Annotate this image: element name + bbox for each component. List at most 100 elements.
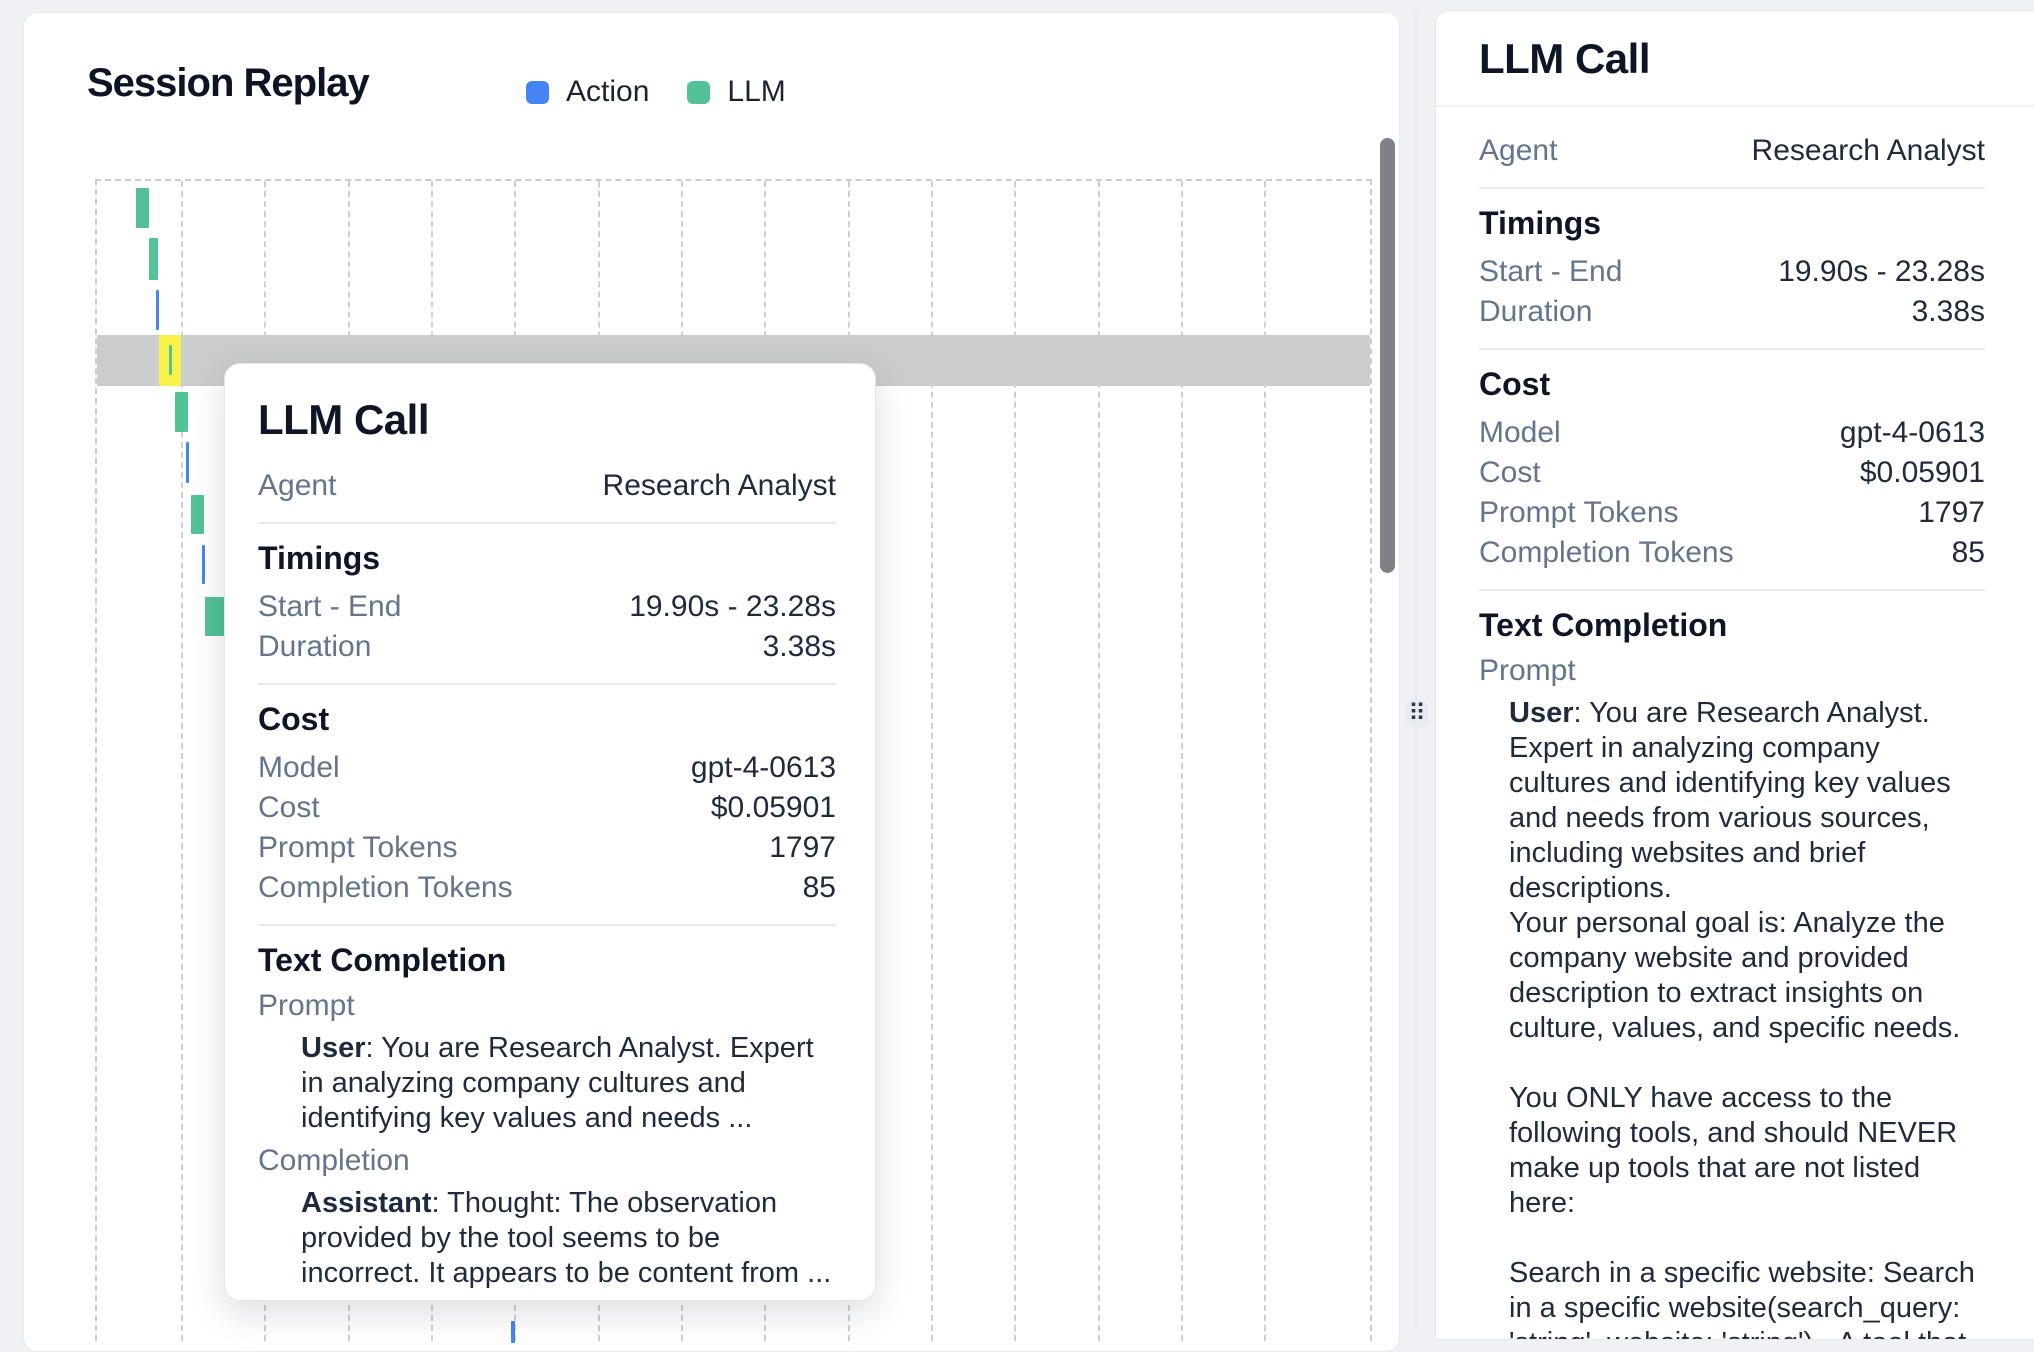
header-divider xyxy=(1436,105,2034,107)
start-end-value: 19.90s - 23.28s xyxy=(1778,255,1985,288)
start-end-row: Start - End 19.90s - 23.28s xyxy=(1479,252,1985,292)
gridline xyxy=(1014,181,1016,1341)
gridline xyxy=(1264,181,1266,1341)
prompt-body: : You are Research Analyst. Expert in an… xyxy=(1509,697,1975,1339)
prompt-preview-text: User: You are Research Analyst. Expert i… xyxy=(301,1031,836,1136)
prompt-tokens-label: Prompt Tokens xyxy=(1479,496,1679,529)
duration-value: 3.38s xyxy=(762,630,836,663)
start-end-label: Start - End xyxy=(258,590,402,623)
action-event-bar[interactable] xyxy=(186,442,189,483)
action-event-bar[interactable] xyxy=(156,290,159,330)
completion-role: Assistant xyxy=(301,1187,432,1219)
llm-event-bar[interactable] xyxy=(175,392,188,432)
prompt-tokens-value: 1797 xyxy=(1918,496,1985,529)
text-completion-heading: Text Completion xyxy=(258,942,507,978)
llm-call-tooltip: LLM Call Agent Research Analyst Timings … xyxy=(224,363,876,1301)
cost-label: Cost xyxy=(1479,456,1541,489)
gridline xyxy=(931,181,933,1341)
completion-tokens-value: 85 xyxy=(802,871,836,904)
cost-heading: Cost xyxy=(1479,366,1551,402)
prompt-tokens-row: Prompt Tokens 1797 xyxy=(1479,493,1985,533)
llm-event-bar[interactable] xyxy=(136,188,149,228)
panel-resize-handle[interactable]: ⠿ xyxy=(1406,700,1428,727)
start-end-value: 19.90s - 23.28s xyxy=(629,590,836,623)
prompt-full-text: User: You are Research Analyst. Expert i… xyxy=(1509,696,1985,1339)
selected-llm-event-bar[interactable] xyxy=(169,345,172,375)
gridline xyxy=(1181,181,1183,1341)
duration-row: Duration 3.38s xyxy=(258,627,836,667)
model-label: Model xyxy=(258,751,340,784)
timings-heading: Timings xyxy=(1479,205,1602,241)
prompt-tokens-label: Prompt Tokens xyxy=(258,831,458,864)
completion-tokens-label: Completion Tokens xyxy=(258,871,513,904)
detail-panel-title: LLM Call xyxy=(1479,35,1651,82)
action-event-bar[interactable] xyxy=(202,545,205,584)
start-end-row: Start - End 19.90s - 23.28s xyxy=(258,587,836,627)
divider xyxy=(1479,589,1985,591)
prompt-sublabel: Prompt xyxy=(258,989,355,1022)
completion-tokens-row: Completion Tokens 85 xyxy=(258,868,836,908)
start-end-label: Start - End xyxy=(1479,255,1623,288)
prompt-role: User xyxy=(1509,697,1574,729)
gridline xyxy=(1098,181,1100,1341)
prompt-role: User xyxy=(301,1032,366,1064)
agent-row: Agent Research Analyst xyxy=(258,466,836,506)
legend-label: LLM xyxy=(727,75,786,108)
legend-item-llm[interactable]: LLM xyxy=(687,75,786,109)
completion-tokens-value: 85 xyxy=(1951,536,1985,569)
page-title: Session Replay xyxy=(87,61,370,105)
agent-label: Agent xyxy=(258,469,337,502)
divider xyxy=(258,924,836,926)
text-completion-heading: Text Completion xyxy=(1479,607,1728,643)
cost-row: Cost $0.05901 xyxy=(258,788,836,828)
model-value: gpt-4-0613 xyxy=(690,751,836,784)
completion-body: : Thought: The observation provided by t… xyxy=(301,1187,832,1289)
legend-item-action[interactable]: Action xyxy=(526,75,649,109)
detail-panel-header: LLM Call xyxy=(1436,11,2034,105)
llm-event-bar[interactable] xyxy=(149,238,158,280)
cost-value: $0.05901 xyxy=(710,791,836,824)
timeline-legend: Action LLM xyxy=(526,75,786,109)
legend-label: Action xyxy=(566,75,650,108)
action-event-bar[interactable] xyxy=(511,1321,515,1343)
divider xyxy=(258,683,836,685)
detail-panel-body: Agent Research Analyst Timings Start - E… xyxy=(1436,107,2034,1339)
duration-label: Duration xyxy=(1479,295,1593,328)
completion-tokens-label: Completion Tokens xyxy=(1479,536,1734,569)
timeline-scrollbar-thumb[interactable] xyxy=(1380,138,1395,573)
model-value: gpt-4-0613 xyxy=(1839,416,1985,449)
divider xyxy=(1479,187,1985,189)
action-legend-swatch-icon xyxy=(526,80,549,104)
duration-value: 3.38s xyxy=(1911,295,1985,328)
panel-divider-line xyxy=(1415,12,1417,1328)
model-row: Model gpt-4-0613 xyxy=(258,748,836,788)
drag-handle-icon: ⠿ xyxy=(1408,699,1426,727)
divider xyxy=(258,522,836,524)
cost-heading: Cost xyxy=(258,701,330,737)
completion-sublabel: Completion xyxy=(258,1144,410,1177)
agent-value: Research Analyst xyxy=(1751,134,1985,167)
duration-row: Duration 3.38s xyxy=(1479,292,1985,332)
cost-value: $0.05901 xyxy=(1859,456,1985,489)
agent-value: Research Analyst xyxy=(602,469,836,502)
agent-row: Agent Research Analyst xyxy=(1479,131,1985,171)
gridline xyxy=(181,181,183,1341)
llm-event-bar[interactable] xyxy=(191,495,204,534)
duration-label: Duration xyxy=(258,630,372,663)
prompt-sublabel: Prompt xyxy=(1479,654,1576,687)
model-row: Model gpt-4-0613 xyxy=(1479,413,1985,453)
cost-row: Cost $0.05901 xyxy=(1479,453,1985,493)
prompt-tokens-value: 1797 xyxy=(769,831,836,864)
tooltip-title: LLM Call xyxy=(258,396,430,443)
completion-tokens-row: Completion Tokens 85 xyxy=(1479,533,1985,573)
llm-call-detail-panel: LLM Call Agent Research Analyst Timings … xyxy=(1435,10,2034,1340)
timings-heading: Timings xyxy=(258,540,381,576)
prompt-body: : You are Research Analyst. Expert in an… xyxy=(301,1032,822,1134)
completion-preview-text: Assistant: Thought: The observation prov… xyxy=(301,1186,836,1291)
divider xyxy=(1479,348,1985,350)
cost-label: Cost xyxy=(258,791,320,824)
model-label: Model xyxy=(1479,416,1561,449)
llm-legend-swatch-icon xyxy=(687,80,711,104)
agent-label: Agent xyxy=(1479,134,1558,167)
